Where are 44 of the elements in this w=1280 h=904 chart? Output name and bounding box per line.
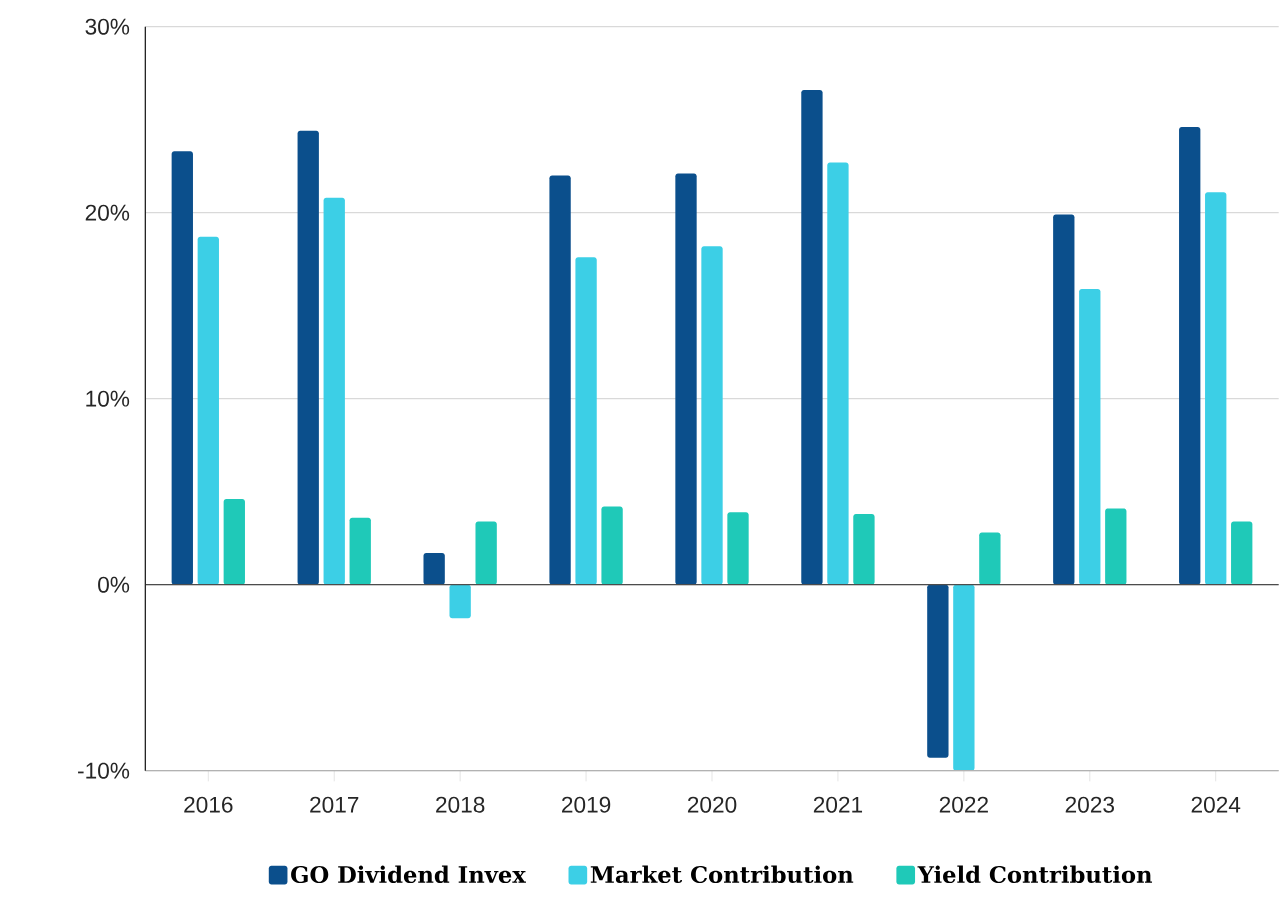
x-tick-label: 2024 xyxy=(1191,796,1241,813)
bar xyxy=(1079,288,1101,585)
bar xyxy=(1105,508,1127,585)
bar xyxy=(927,584,949,758)
bar xyxy=(171,151,193,585)
bar xyxy=(197,236,219,585)
x-tick-label: 2023 xyxy=(1065,796,1114,813)
legend-label: Yield Contribution xyxy=(917,865,1153,884)
bar xyxy=(297,130,319,585)
bar xyxy=(727,512,749,585)
bar xyxy=(853,513,875,585)
bar xyxy=(675,173,697,585)
x-tick-label: 2019 xyxy=(562,796,611,813)
y-tick-label: 10% xyxy=(86,390,130,407)
bar xyxy=(349,517,371,585)
x-tick-label: 2021 xyxy=(813,796,863,813)
bar xyxy=(475,521,497,585)
bar xyxy=(323,197,345,585)
bar xyxy=(1205,192,1227,585)
bar xyxy=(1053,214,1075,585)
bar xyxy=(549,175,571,585)
bar xyxy=(801,89,823,585)
x-tick-label: 2018 xyxy=(436,796,485,813)
y-tick-label: 0% xyxy=(98,576,130,593)
legend-label: Market Contribution xyxy=(590,865,854,884)
y-tick-label: -10% xyxy=(78,762,130,779)
bar xyxy=(1231,521,1253,585)
bar xyxy=(827,162,849,585)
y-tick-label: 30% xyxy=(85,18,130,35)
x-tick-label: 2016 xyxy=(184,796,233,813)
y-tick-label: 20% xyxy=(85,204,130,221)
bar xyxy=(953,584,975,771)
bar xyxy=(601,506,623,585)
x-tick-label: 2017 xyxy=(310,796,359,813)
x-tick-label: 2020 xyxy=(687,796,737,813)
x-tick-label: 2022 xyxy=(939,796,988,813)
bar xyxy=(1179,127,1201,585)
legend-label: GO Dividend Invex xyxy=(291,865,526,884)
bar xyxy=(223,499,245,585)
bar xyxy=(575,257,597,585)
bar xyxy=(449,584,471,619)
bar xyxy=(701,246,723,585)
bar xyxy=(979,532,1001,585)
bar xyxy=(423,553,445,585)
